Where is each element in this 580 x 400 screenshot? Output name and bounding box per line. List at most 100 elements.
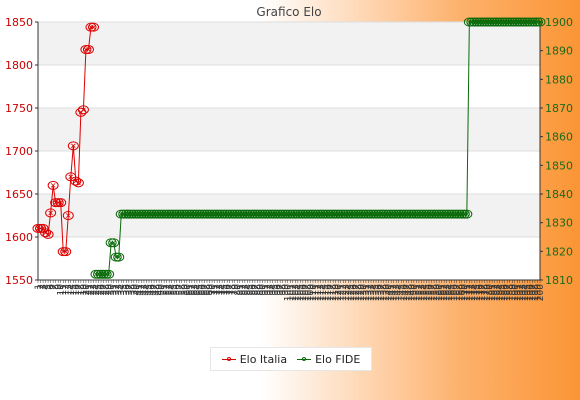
x-tick-label: 1 [34, 284, 44, 290]
x-tick-label: 120 [334, 284, 344, 301]
x-tick-label: 157 [428, 284, 438, 301]
x-tick-label: 189 [508, 284, 518, 301]
x-tick-label: 178 [481, 284, 491, 301]
y-right-tick-label: 1880 [545, 73, 573, 86]
x-tick-label: 107 [301, 284, 311, 301]
x-tick-label: 47 [150, 284, 160, 295]
x-tick-label: 123 [342, 284, 352, 301]
x-tick-label: 167 [453, 284, 463, 301]
elo-fide-point [103, 269, 115, 279]
x-tick-label: 78 [228, 284, 238, 296]
x-tick-label: 70 [208, 284, 218, 296]
x-tick-label: 36 [122, 284, 132, 296]
y-right-tick-label: 1810 [545, 274, 573, 287]
x-tick-label: 94 [269, 284, 279, 296]
elo-fide-point-cross [111, 240, 116, 246]
x-tick-label: 109 [306, 284, 316, 301]
x-tick-label: 84 [243, 284, 253, 296]
x-tick-label: 89 [256, 284, 266, 296]
x-tick-label: 38 [127, 284, 137, 296]
x-tick-label: 199 [533, 284, 543, 301]
elo-fide-point [108, 238, 120, 248]
elo-italia-point [45, 208, 57, 218]
x-tick-label: 80 [233, 284, 243, 296]
x-tick-label: 12 [62, 284, 72, 295]
x-tick-label: 111 [311, 284, 321, 301]
x-tick-label: 5 [44, 284, 54, 290]
x-tick-label: 72 [213, 284, 223, 295]
x-tick-label: 192 [516, 284, 526, 301]
x-tick-label: 130 [359, 284, 369, 301]
plot-layer: 1550160016501700175018001850181018201830… [5, 16, 573, 301]
x-tick-label: 141 [387, 284, 397, 301]
elo-italia-point [72, 178, 84, 188]
elo-italia-point [75, 107, 87, 117]
x-tick-label: 61 [185, 284, 195, 295]
x-tick-label: 65 [195, 284, 205, 295]
x-tick-label: 182 [491, 284, 501, 301]
x-tick-label: 126 [349, 284, 359, 301]
x-tick-label: 21 [84, 284, 94, 295]
x-tick-label: 129 [357, 284, 367, 301]
x-tick-label: 160 [435, 284, 445, 301]
x-tick-label: 34 [117, 284, 127, 296]
x-tick-label: 184 [496, 284, 506, 301]
x-tick-label: 60 [183, 284, 193, 296]
legend-swatch-elo-fide [297, 355, 312, 364]
x-tick-label: 198 [531, 284, 541, 301]
x-tick-label: 82 [238, 284, 248, 295]
x-tick-label: 16 [72, 284, 82, 296]
x-tick-label: 3 [39, 284, 49, 290]
x-tick-label: 124 [344, 284, 354, 301]
y-right-tick-label: 1830 [545, 217, 573, 230]
y-right-tick-label: 1860 [545, 131, 573, 144]
x-tick-label: 35 [120, 284, 130, 295]
elo-fide-point-cross [464, 211, 470, 217]
x-tick-label: 145 [397, 284, 407, 301]
legend-item-elo-fide: Elo FIDE [297, 353, 360, 366]
x-tick-label: 52 [163, 284, 173, 295]
x-tick-label: 172 [465, 284, 475, 301]
x-tick-label: 71 [211, 284, 221, 295]
x-tick-label: 66 [198, 284, 208, 296]
elo-italia-point [87, 22, 99, 32]
x-tick-label: 101 [286, 284, 296, 301]
x-tick-label: 140 [385, 284, 395, 301]
x-tick-label: 102 [289, 284, 299, 301]
elo-italia-point-cross [50, 183, 56, 188]
x-tick-label: 67 [200, 284, 210, 295]
x-tick-label: 98 [279, 284, 289, 296]
x-tick-label: 125 [347, 284, 357, 301]
elo-italia-point [37, 223, 49, 233]
x-tick-label: 74 [218, 284, 228, 296]
x-tick-label: 27 [100, 284, 110, 295]
x-tick-label: 96 [274, 284, 284, 296]
x-tick-label: 153 [417, 284, 427, 301]
y-right-tick-label: 1820 [545, 245, 573, 258]
elo-italia-point [62, 211, 74, 220]
x-tick-label: 186 [501, 284, 511, 301]
x-tick-label: 44 [142, 284, 152, 296]
elo-italia-point-cross [43, 230, 48, 235]
x-tick-label: 105 [296, 284, 306, 301]
x-tick-label: 188 [506, 284, 516, 301]
x-tick-label: 23 [89, 284, 99, 295]
x-tick-label: 190 [511, 284, 521, 301]
x-tick-label: 99 [281, 284, 291, 296]
x-tick-label: 139 [382, 284, 392, 301]
x-tick-label: 114 [319, 284, 329, 301]
x-tick-label: 73 [216, 284, 226, 295]
x-tick-label: 56 [173, 284, 183, 296]
x-tick-label: 165 [448, 284, 458, 301]
x-tick-label: 159 [433, 284, 443, 301]
x-tick-label: 193 [518, 284, 528, 301]
x-tick-label: 91 [261, 284, 271, 295]
x-tick-label: 45 [145, 284, 155, 295]
x-tick-label: 81 [236, 284, 246, 295]
x-tick-label: 41 [135, 284, 145, 295]
x-tick-label: 147 [402, 284, 412, 301]
elo-italia-point-cross [48, 210, 53, 216]
x-tick-label: 15 [69, 284, 79, 295]
x-tick-label: 136 [375, 284, 385, 301]
x-tick-label: 2 [37, 284, 47, 290]
